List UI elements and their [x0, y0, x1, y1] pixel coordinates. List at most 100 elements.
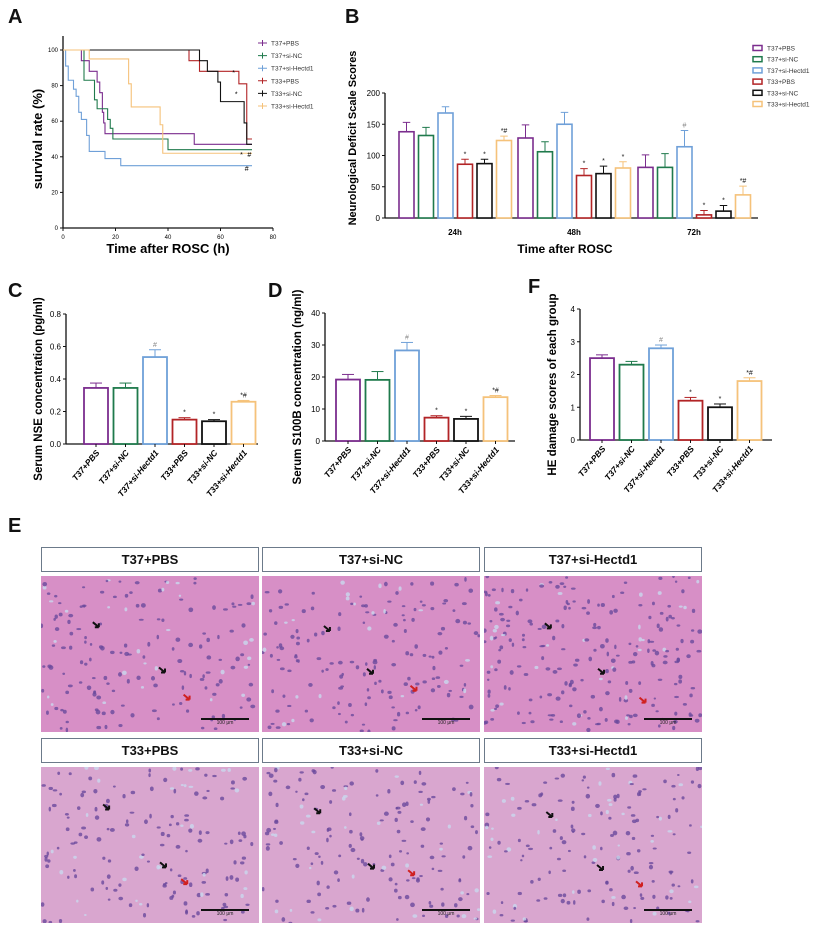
bar	[614, 167, 632, 219]
legend-marker	[752, 100, 763, 108]
histology-panel: T33+si-Hectd1 100 μm	[484, 738, 702, 923]
significance-mark: *	[465, 408, 468, 415]
legend-label: T37+PBS	[271, 41, 300, 48]
histology-panel: T33+PBS 100 μm	[41, 738, 259, 923]
legend-label: T33+si-NC	[271, 91, 303, 98]
bar	[83, 387, 109, 445]
x-axis-title: Time after ROSC (h)	[106, 241, 229, 256]
cell-nuclei	[484, 767, 702, 923]
y-tick-label: 0.2	[50, 408, 62, 417]
black-arrow-icon	[596, 864, 605, 871]
y-tick-label: 0.0	[50, 440, 62, 449]
bar	[736, 380, 763, 441]
significance-mark: *#	[501, 128, 508, 135]
y-tick-label: 10	[311, 405, 320, 414]
significance-mark: *	[183, 410, 186, 417]
significance-mark: *	[483, 151, 486, 158]
bar	[364, 378, 391, 442]
red-arrow-icon	[409, 684, 418, 692]
legend-marker	[258, 103, 267, 109]
panel-label-c: C	[8, 280, 23, 302]
y-tick-label: 0.4	[50, 375, 62, 384]
significance-mark: #	[153, 342, 157, 349]
histology-panel: T37+PBS 100 μm	[41, 547, 259, 732]
histology-panel: T33+si-NC 100 μm	[262, 738, 480, 923]
x-tick-label: 48h	[567, 228, 581, 237]
black-arrow-icon	[545, 811, 554, 819]
bar	[335, 378, 361, 442]
survival-curve-T37+PBS	[63, 49, 252, 145]
x-tick-label: T33+PBS	[411, 445, 443, 480]
x-tick-label: T37+PBS	[322, 445, 354, 480]
significance-mark: *#	[492, 388, 499, 395]
y-axis-title: Serum NSE concentration (pg/ml)	[33, 297, 45, 481]
cell-nuclei	[484, 576, 702, 732]
y-tick-label: 50	[371, 183, 380, 192]
scale-bar: 100 μm	[422, 909, 470, 917]
bar	[423, 416, 450, 442]
legend-marker	[752, 78, 763, 85]
bar	[517, 137, 534, 219]
black-arrow-icon	[102, 803, 111, 811]
bar	[453, 418, 479, 442]
y-tick-label: 20	[51, 190, 58, 196]
legend-label: T33+si-Hectd1	[271, 104, 314, 111]
survival-curve-T33+PBS	[63, 49, 252, 140]
scale-bar: 100 μm	[644, 718, 692, 726]
he-stain-image: 100 μm	[41, 576, 259, 732]
significance-mark: *	[213, 412, 216, 419]
histology-panel-title: T33+si-Hectd1	[484, 738, 702, 763]
x-tick-label: 60	[217, 235, 224, 241]
histology-panel-title: T37+si-Hectd1	[484, 547, 702, 572]
y-tick-label: 60	[51, 119, 58, 125]
x-tick-label: 24h	[448, 228, 462, 237]
legend-marker	[258, 65, 267, 72]
bar	[715, 210, 732, 219]
bar	[112, 387, 139, 445]
y-tick-label: 3	[571, 338, 576, 347]
histology-panel-title: T37+si-NC	[262, 547, 480, 572]
significance-mark: *	[689, 389, 692, 396]
significance-mark: *#	[746, 370, 753, 377]
significance-mark: *#	[240, 392, 247, 399]
significance-mark: #	[245, 166, 249, 173]
y-tick-label: 0	[55, 226, 59, 232]
x-tick-label: 80	[270, 235, 277, 241]
significance-mark: #	[405, 334, 409, 341]
bar	[437, 112, 454, 219]
y-tick-label: 200	[367, 89, 381, 98]
bar	[556, 123, 573, 219]
significance-mark: *	[602, 158, 605, 165]
panel-label-f: F	[528, 276, 541, 298]
legend-label: T37+si-NC	[767, 57, 799, 64]
y-tick-label: 30	[311, 341, 320, 350]
bar	[589, 357, 615, 441]
x-tick-label: 40	[165, 235, 172, 241]
cell-nuclei	[262, 577, 480, 732]
x-tick-label: 0	[61, 235, 65, 241]
cell-nuclei	[41, 577, 256, 732]
black-arrow-icon	[158, 666, 166, 674]
legend-marker	[752, 89, 763, 97]
he-stain-image: 100 μm	[484, 767, 702, 923]
black-arrow-icon	[313, 807, 322, 815]
y-tick-label: 0.6	[50, 343, 62, 352]
y-axis-title: Serum S100B concentration (ng/ml)	[292, 289, 304, 484]
bar	[476, 162, 493, 219]
y-tick-label: 0	[316, 437, 321, 446]
histology-panel: T37+si-NC 100 μm	[262, 547, 480, 732]
red-arrow-icon	[635, 880, 644, 888]
significance-mark: *	[435, 408, 438, 415]
x-axis-title: Time after ROSC	[517, 242, 612, 256]
black-arrow-icon	[366, 668, 374, 675]
bar	[394, 349, 420, 442]
x-tick-label: 20	[112, 235, 119, 241]
scale-bar: 100 μm	[422, 718, 470, 726]
bar	[201, 420, 227, 445]
y-tick-label: 150	[367, 120, 381, 129]
black-arrow-icon	[92, 621, 100, 629]
red-arrow-icon	[638, 696, 647, 704]
x-tick-label: T37+PBS	[576, 444, 608, 479]
y-tick-label: 0	[376, 214, 381, 223]
